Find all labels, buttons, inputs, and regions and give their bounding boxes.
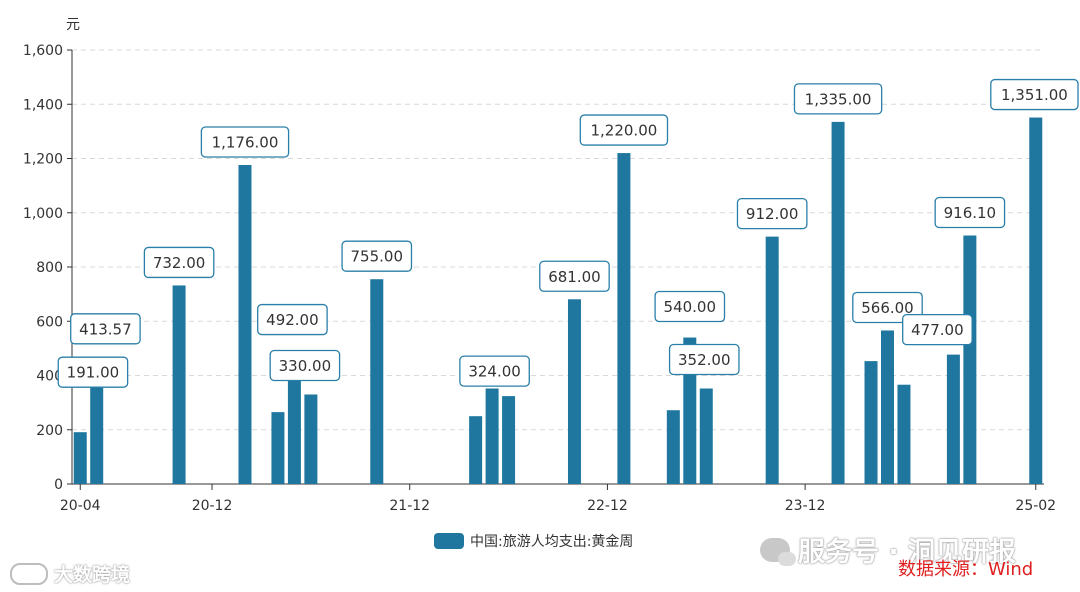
data-label-box: [579, 114, 669, 146]
data-label-box: [654, 290, 726, 323]
bars: [73, 117, 1043, 484]
data-label: 540.00: [664, 298, 717, 316]
bar[interactable]: [567, 299, 581, 484]
data-label-box: [70, 313, 141, 345]
x-tick-label: 23-12: [785, 498, 826, 514]
x-tick-label: 25-02: [1015, 498, 1056, 514]
data-label: 732.00: [153, 254, 206, 272]
bar[interactable]: [485, 388, 499, 484]
x-tick-label: 22-12: [587, 498, 628, 514]
data-label: 681.00: [548, 268, 601, 286]
bar[interactable]: [238, 165, 252, 484]
data-labels: 191.00 413.57 732.00 1,176.00 492.00 330.00 75…: [57, 78, 1079, 388]
bar[interactable]: [946, 354, 960, 484]
y-tick-label: 1,400: [23, 97, 63, 113]
wechat-icon: [760, 537, 796, 566]
y-tick-label: 600: [36, 314, 63, 330]
data-label-box: [902, 313, 973, 346]
bar[interactable]: [765, 236, 779, 484]
axes: 0 200 400 600 800 1,000 1,200 1,400 1,600 20-04 20…: [23, 43, 1056, 514]
y-tick-label: 1,000: [23, 206, 63, 222]
data-label-box: [793, 83, 883, 115]
y-tick-label: 800: [36, 260, 63, 276]
data-label: 755.00: [351, 248, 404, 266]
legend[interactable]: 中国:旅游人均支出:黄金周: [434, 531, 633, 551]
y-tick-label: 1,200: [23, 152, 63, 168]
watermark-left: 大数跨境: [10, 560, 130, 587]
bar[interactable]: [963, 235, 977, 484]
data-label: 1,351.00: [1001, 86, 1068, 104]
data-label: 1,176.00: [212, 134, 279, 152]
bar[interactable]: [90, 371, 104, 484]
data-label-box: [990, 78, 1079, 111]
bar[interactable]: [897, 384, 911, 484]
source-note: 数据来源：Wind: [898, 559, 1034, 580]
bar[interactable]: [864, 361, 878, 484]
data-label: 566.00: [861, 299, 914, 317]
y-tick-label: 0: [54, 477, 63, 493]
bar[interactable]: [370, 279, 384, 484]
data-label: 330.00: [279, 357, 332, 375]
watermark-right-text: 服务号 · 洞见研报: [798, 537, 1017, 568]
data-label-box: [200, 126, 290, 158]
bar[interactable]: [617, 153, 631, 484]
data-label: 352.00: [678, 351, 731, 369]
legend-label: 中国:旅游人均支出:黄金周: [470, 534, 634, 550]
bar[interactable]: [304, 394, 318, 484]
data-label: 324.00: [468, 363, 521, 381]
bar[interactable]: [287, 350, 301, 484]
y-tick-label: 200: [36, 423, 63, 439]
bar[interactable]: [73, 432, 87, 484]
data-label-box: [736, 197, 808, 230]
data-label: 492.00: [266, 311, 319, 329]
grid-lines: [72, 49, 1044, 431]
bar[interactable]: [831, 121, 845, 484]
legend-swatch: [434, 533, 464, 549]
bar[interactable]: [172, 285, 186, 484]
data-label-box: [934, 196, 1006, 229]
bar[interactable]: [502, 396, 516, 484]
data-label-box: [668, 343, 740, 376]
data-label-box: [143, 246, 215, 279]
bar[interactable]: [1029, 117, 1043, 484]
bar[interactable]: [469, 416, 483, 484]
data-label: 477.00: [911, 321, 964, 339]
data-label: 916.10: [944, 204, 997, 222]
x-tick-label: 21-12: [389, 498, 430, 514]
data-label-box: [539, 260, 610, 292]
x-tick-label: 20-12: [192, 498, 233, 514]
y-tick-label: 400: [36, 369, 63, 385]
data-label-box: [57, 356, 129, 388]
data-label: 912.00: [746, 205, 799, 223]
brand-logo-icon: [10, 562, 48, 585]
data-label: 1,335.00: [805, 90, 872, 108]
bar[interactable]: [880, 330, 894, 484]
bar[interactable]: [271, 412, 285, 484]
bar[interactable]: [666, 410, 680, 484]
data-label-box: [269, 349, 341, 382]
y-tick-label: 1,600: [23, 43, 63, 59]
y-axis-unit: 元: [66, 17, 80, 33]
data-label: 413.57: [79, 320, 132, 338]
watermark-left-text: 大数跨境: [54, 564, 131, 586]
x-tick-label: 20-04: [60, 498, 101, 514]
data-label-box: [459, 355, 530, 387]
data-label-box: [257, 303, 328, 336]
data-label: 1,220.00: [590, 122, 657, 140]
watermark-right: 服务号 · 洞见研报: [760, 530, 1016, 569]
data-label-box: [341, 240, 413, 272]
data-label: 191.00: [67, 364, 120, 382]
bar[interactable]: [699, 388, 713, 484]
